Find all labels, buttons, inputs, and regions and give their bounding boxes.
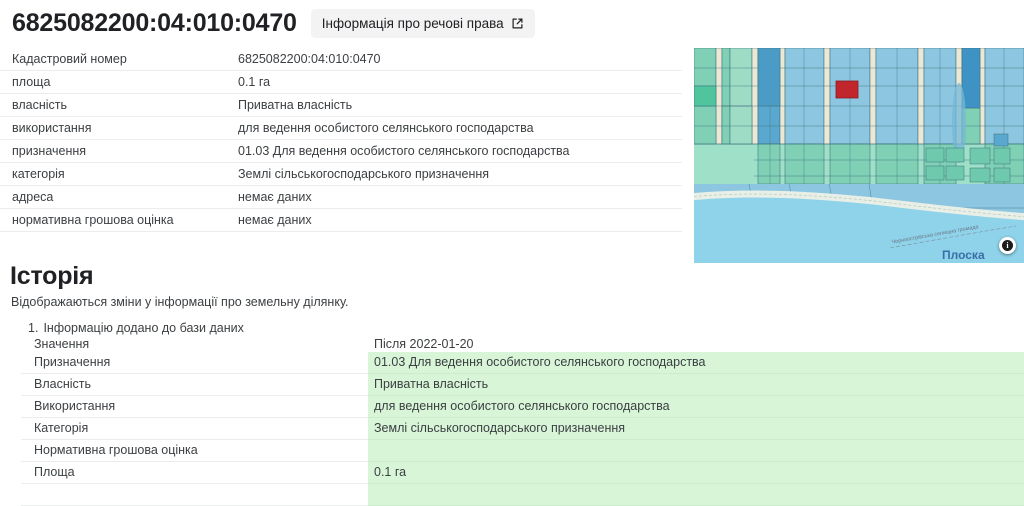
selected-parcel xyxy=(835,80,859,99)
row-value: 6825082200:04:010:0470 xyxy=(238,52,381,66)
row-value: Приватна власність xyxy=(368,374,1024,396)
history-item-label: Інформацію додано до бази даних xyxy=(43,321,244,335)
row-value: немає даних xyxy=(238,190,312,204)
column-header-key: Значення xyxy=(34,337,90,351)
page-header: 6825082200:04:010:0470 Інформація про ре… xyxy=(0,0,1024,46)
row-key: використання xyxy=(12,121,92,135)
row-value: 0.1 га xyxy=(238,75,271,89)
row-value: для ведення особистого селянського госпо… xyxy=(368,396,1024,418)
history-change-table: Значення Після 2022-01-20 Призначення 01… xyxy=(21,336,1024,506)
table-row: Нормативна грошова оцінка xyxy=(21,440,1024,462)
row-value: Землі сільськогосподарського призначення xyxy=(238,167,490,181)
row-value xyxy=(368,484,1024,506)
column-header-value: Після 2022-01-20 xyxy=(374,337,474,351)
table-row: нормативна грошова оцінка немає даних xyxy=(0,209,682,232)
row-key: Використання xyxy=(21,396,368,418)
row-key: Кадастровий номер xyxy=(12,52,127,66)
history-item-title: 1. Інформацію додано до бази даних xyxy=(28,321,244,335)
row-value: 01.03 Для ведення особистого селянського… xyxy=(368,352,1024,374)
row-key: власність xyxy=(12,98,68,112)
row-key: Призначення xyxy=(21,352,368,374)
row-value: для ведення особистого селянського госпо… xyxy=(238,121,534,135)
table-row: використання для ведення особистого селя… xyxy=(0,117,682,140)
map-place-label: Плоска xyxy=(942,248,985,262)
row-value: 01.03 Для ведення особистого селянського… xyxy=(238,144,570,158)
row-key: категорія xyxy=(12,167,65,181)
info-icon: i xyxy=(1002,240,1013,251)
property-rights-label: Інформація про речові права xyxy=(321,15,504,31)
row-key: Категорія xyxy=(21,418,368,440)
map-info-button[interactable]: i xyxy=(999,237,1016,254)
table-row: Використання для ведення особистого селя… xyxy=(21,396,1024,418)
history-heading: Історія xyxy=(10,262,94,290)
external-link-icon xyxy=(511,17,524,30)
table-row: площа 0.1 га xyxy=(0,71,682,94)
parcel-map[interactable]: Чорноострівська селищна громада Плоска i xyxy=(694,48,1024,263)
row-value: Землі сільськогосподарського призначення xyxy=(368,418,1024,440)
table-row: Площа 0.1 га xyxy=(21,462,1024,484)
parcel-info-table: Кадастровий номер 6825082200:04:010:0470… xyxy=(0,48,682,232)
table-header-row: Значення Після 2022-01-20 xyxy=(21,336,1024,352)
table-row: адреса немає даних xyxy=(0,186,682,209)
table-row: власність Приватна власність xyxy=(0,94,682,117)
table-row: Категорія Землі сільськогосподарського п… xyxy=(21,418,1024,440)
row-value: немає даних xyxy=(238,213,312,227)
table-row: Кадастровий номер 6825082200:04:010:0470 xyxy=(0,48,682,71)
row-key: нормативна грошова оцінка xyxy=(12,213,174,227)
table-row: Призначення 01.03 Для ведення особистого… xyxy=(21,352,1024,374)
row-key: Власність xyxy=(21,374,368,396)
row-key: Нормативна грошова оцінка xyxy=(21,440,368,462)
map-canvas: Чорноострівська селищна громада Плоска xyxy=(694,48,1024,263)
row-value xyxy=(368,440,1024,462)
table-row: Власність Приватна власність xyxy=(21,374,1024,396)
row-key: призначення xyxy=(12,144,87,158)
history-subtitle: Відображаються зміни у інформації про зе… xyxy=(11,295,349,309)
history-item-number: 1. xyxy=(28,321,39,335)
property-rights-button[interactable]: Інформація про речові права xyxy=(310,8,535,38)
row-value: 0.1 га xyxy=(368,462,1024,484)
row-key: Площа xyxy=(21,462,368,484)
row-value: Приватна власність xyxy=(238,98,353,112)
table-row xyxy=(21,484,1024,506)
table-row: категорія Землі сільськогосподарського п… xyxy=(0,163,682,186)
page-title: 6825082200:04:010:0470 xyxy=(12,8,297,37)
table-row: призначення 01.03 Для ведення особистого… xyxy=(0,140,682,163)
row-key: адреса xyxy=(12,190,54,204)
row-key: площа xyxy=(12,75,51,89)
row-key xyxy=(21,484,368,506)
